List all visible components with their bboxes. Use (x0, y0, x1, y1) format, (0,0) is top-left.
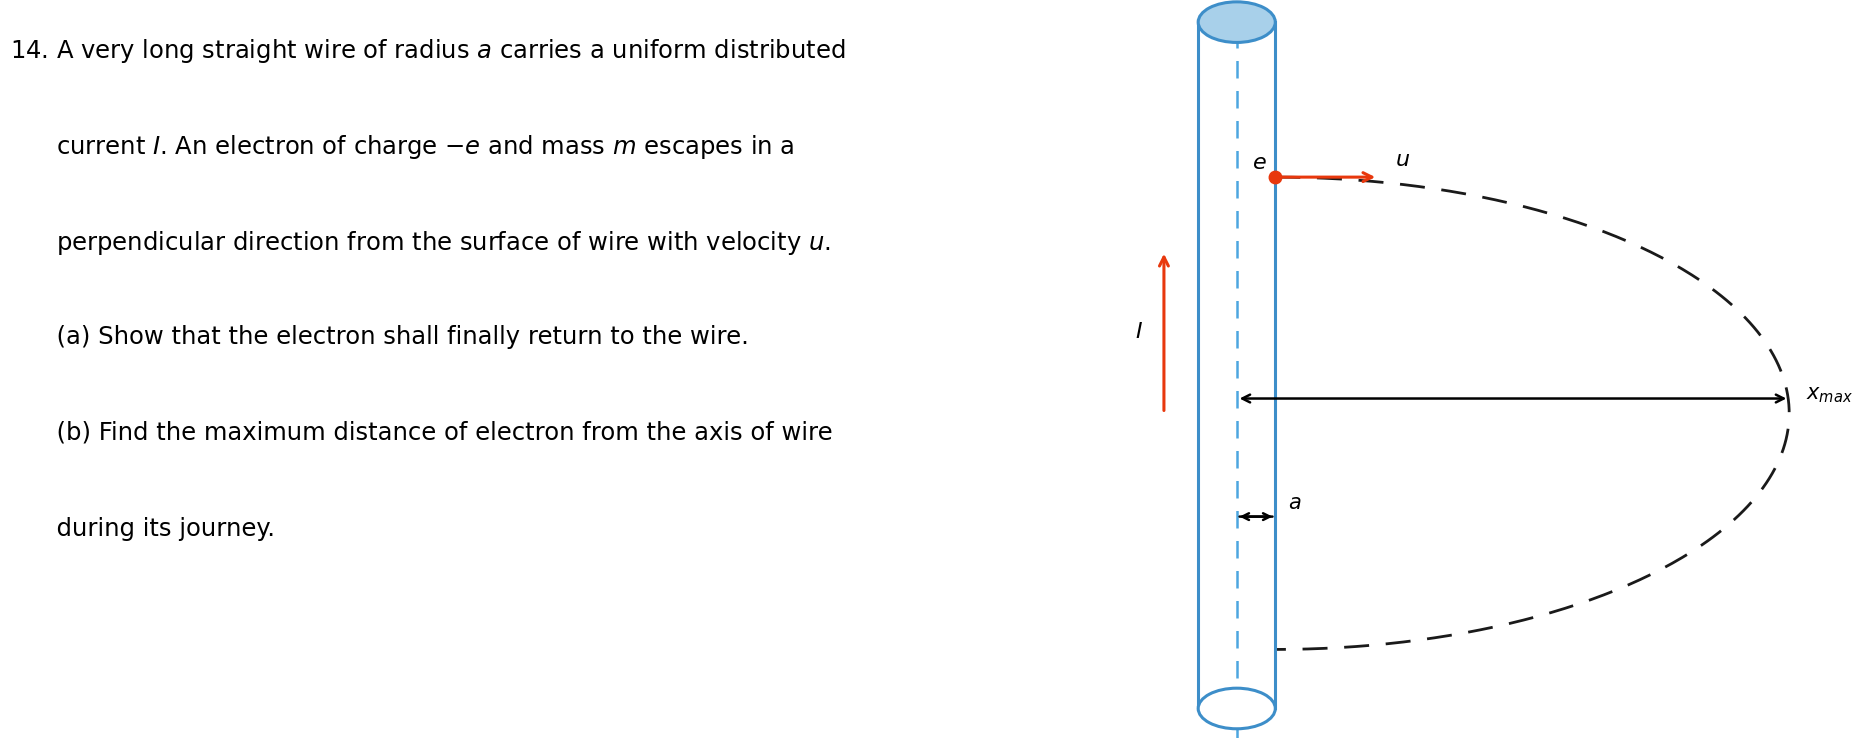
Text: $u$: $u$ (1395, 150, 1410, 170)
Text: current $I$. An electron of charge $-e$ and mass $m$ escapes in a: current $I$. An electron of charge $-e$ … (9, 133, 795, 161)
Ellipse shape (1199, 2, 1275, 42)
Bar (1199, 22, 1275, 708)
Text: $I$: $I$ (1134, 322, 1143, 342)
Text: $x_{max}$: $x_{max}$ (1806, 384, 1853, 405)
Text: (b) Find the maximum distance of electron from the axis of wire: (b) Find the maximum distance of electro… (9, 421, 832, 445)
Text: perpendicular direction from the surface of wire with velocity $u$.: perpendicular direction from the surface… (9, 229, 830, 257)
Text: $a$: $a$ (1289, 493, 1302, 513)
Text: 14. A very long straight wire of radius $a$ carries a uniform distributed: 14. A very long straight wire of radius … (9, 37, 845, 65)
Text: (a) Show that the electron shall finally return to the wire.: (a) Show that the electron shall finally… (9, 325, 749, 349)
Text: during its journey.: during its journey. (9, 517, 276, 541)
Ellipse shape (1199, 688, 1275, 729)
Text: $e$: $e$ (1251, 154, 1266, 173)
